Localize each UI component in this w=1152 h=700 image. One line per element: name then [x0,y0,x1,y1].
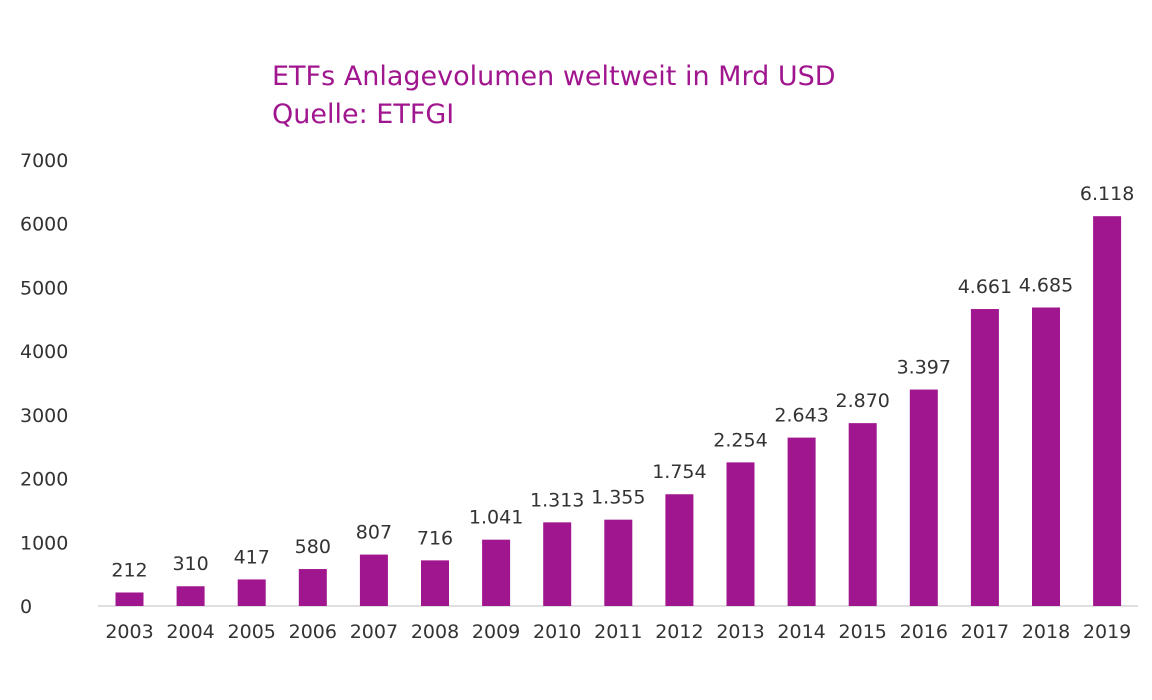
bar [909,389,938,606]
data-label: 580 [295,536,331,558]
y-tick-label: 1000 [20,532,68,554]
bar [726,462,755,606]
data-label: 310 [172,553,208,575]
bar [298,569,327,606]
data-label: 2.254 [713,429,767,451]
data-label: 417 [234,546,270,568]
data-label: 1.754 [652,461,706,483]
chart-subtitle: Quelle: ETFGI [272,99,455,130]
x-tick-label: 2006 [289,621,337,643]
x-tick-label: 2005 [228,621,276,643]
bar [1032,307,1060,606]
bar [176,586,205,606]
x-tick-label: 2017 [961,621,1009,643]
data-label: 716 [417,527,453,549]
data-label: 2.643 [774,405,828,427]
bar [237,579,266,606]
x-tick-label: 2016 [900,621,948,643]
chart-title-block: ETFs Anlagevolumen weltweit in Mrd USD Q… [272,58,836,134]
bar [1093,216,1122,607]
bar [115,592,144,606]
data-label: 4.661 [958,276,1012,298]
bar [604,519,633,606]
x-tick-label: 2004 [166,621,214,643]
bar [665,494,694,606]
x-tick-label: 2011 [594,621,642,643]
bar [848,423,877,606]
data-label: 807 [356,522,392,544]
x-tick-label: 2012 [655,621,703,643]
y-tick-label: 6000 [20,214,68,236]
y-tick-label: 0 [20,596,32,618]
chart-title: ETFs Anlagevolumen weltweit in Mrd USD [272,61,836,92]
y-tick-label: 7000 [20,150,68,172]
x-tick-label: 2008 [411,621,459,643]
bar [482,539,511,606]
bar [421,560,449,606]
x-tick-label: 2014 [777,621,825,643]
x-tick-label: 2003 [105,621,153,643]
y-tick-label: 5000 [20,277,68,299]
x-tick-label: 2013 [716,621,764,643]
bar [787,437,816,606]
x-tick-label: 2015 [839,621,887,643]
data-label: 2.870 [835,390,889,412]
x-tick-label: 2010 [533,621,581,643]
y-tick-label: 2000 [20,469,68,491]
x-tick-label: 2009 [472,621,520,643]
x-tick-label: 2018 [1022,621,1070,643]
data-label: 1.041 [469,507,523,529]
data-label: 3.397 [897,357,951,379]
data-label: 1.313 [530,489,584,511]
data-label: 1.355 [591,487,645,509]
y-tick-label: 4000 [20,341,68,363]
x-tick-label: 2007 [350,621,398,643]
y-tick-label: 3000 [20,405,68,427]
data-label: 4.685 [1019,274,1073,296]
bar [543,522,572,606]
x-tick-label: 2019 [1083,621,1131,643]
bar [359,554,388,606]
data-label: 6.118 [1080,183,1134,205]
data-label: 212 [111,559,147,581]
bar [970,309,999,606]
